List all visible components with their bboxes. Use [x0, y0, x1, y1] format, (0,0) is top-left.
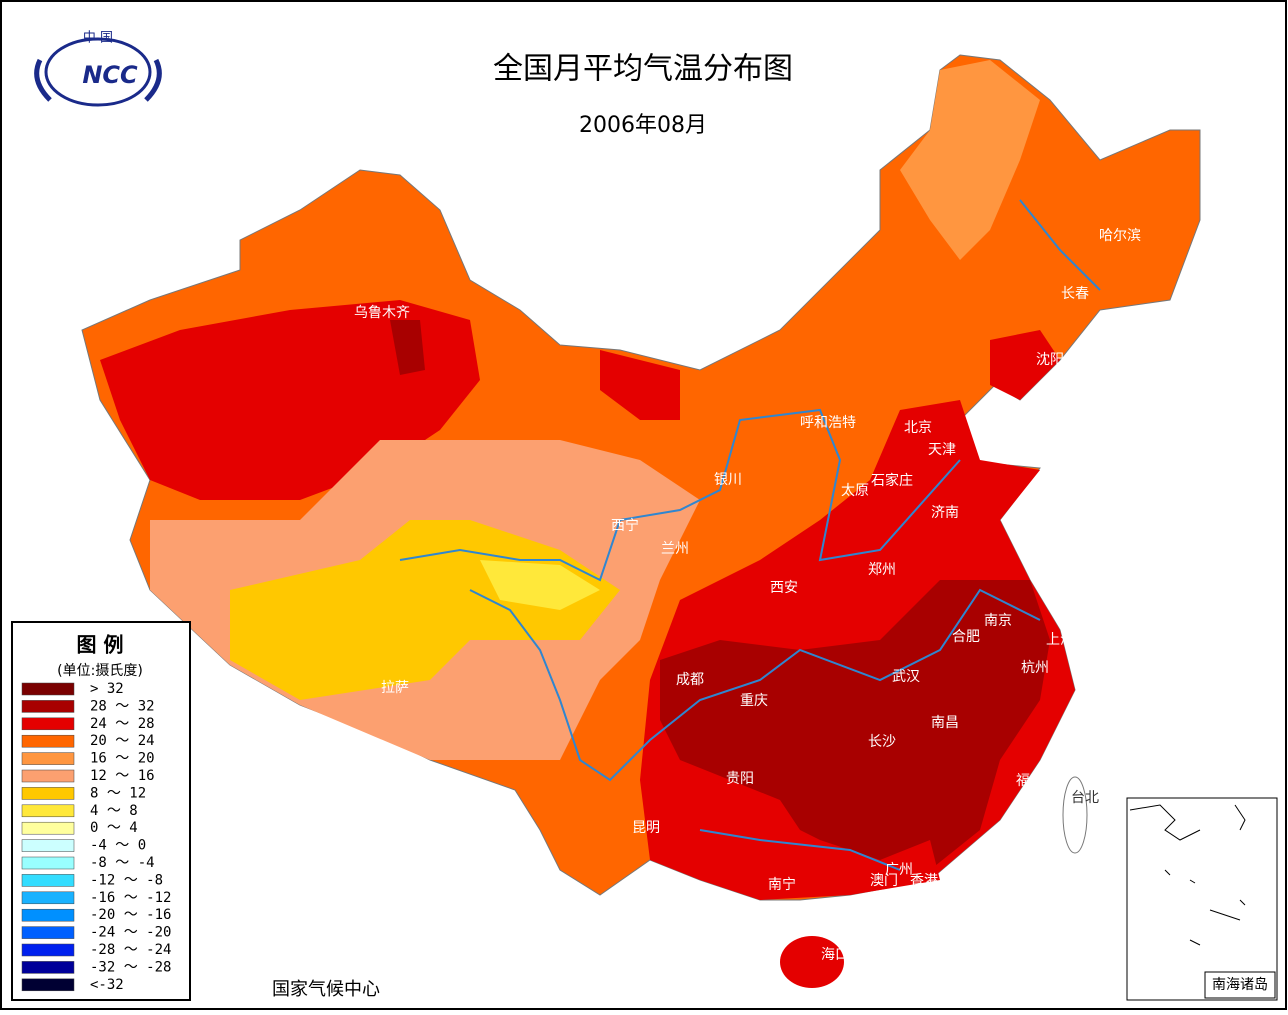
city: 南京: [984, 613, 1012, 629]
city: 广州: [885, 862, 913, 878]
city: 澳门: [870, 873, 898, 889]
city: 天津: [928, 442, 956, 458]
legend-label: -32 ～ -28: [90, 959, 171, 975]
city: 南宁: [768, 876, 796, 893]
legend-swatch: [21, 874, 75, 887]
legend-swatch: [21, 804, 75, 818]
city: 石家庄: [871, 472, 913, 489]
city: 银川: [714, 472, 742, 488]
city: 武汉: [892, 669, 920, 685]
legend-swatch: [21, 734, 75, 748]
region: [900, 60, 1040, 260]
legend-title: 图 例: [77, 633, 124, 657]
city: 南昌: [931, 715, 959, 731]
city: 重庆: [740, 693, 768, 709]
legend-swatch: [21, 891, 75, 905]
inset-box: [1126, 797, 1278, 1001]
legend-swatch: [21, 839, 75, 852]
temperature-map: [81, 54, 1201, 988]
legend-swatch: [21, 926, 75, 939]
legend-label: 24 ～ 28: [90, 716, 155, 732]
city: 拉萨: [381, 680, 409, 696]
legend-label: 0 ～ 4: [90, 820, 138, 836]
city: 长沙: [868, 734, 896, 750]
legend-label: 8 ～ 12: [90, 785, 146, 801]
legend-swatch: [21, 978, 75, 992]
city: 济南: [931, 505, 959, 521]
legend-swatch: [21, 700, 75, 713]
legend-unit: (单位:摄氏度): [57, 663, 143, 679]
city: 哈尔滨: [1099, 228, 1141, 244]
region: [600, 350, 680, 420]
region: [390, 320, 425, 375]
legend-label: 4 ～ 8: [90, 803, 138, 819]
legend-label: 16 ～ 20: [90, 751, 155, 767]
city: 呼和浩特: [800, 415, 856, 431]
legend-label: 12 ～ 16: [90, 768, 155, 784]
legend-label: -28 ～ -24: [90, 942, 171, 958]
legend-swatch: [21, 769, 75, 783]
legend-swatch: [21, 943, 75, 957]
legend-label: > 32: [90, 681, 124, 697]
legend-swatch: [21, 821, 75, 835]
city: 上海: [1046, 632, 1074, 648]
city: 成都: [676, 672, 704, 688]
city-labels: 乌鲁木齐 哈尔滨 长春 沈阳 北京 天津 呼和浩特 石家庄 太原 济南 银川 西…: [354, 228, 1141, 963]
legend-swatch: [21, 787, 75, 800]
city: 北京: [904, 420, 932, 436]
inset-label-box: [1204, 971, 1276, 999]
legend-label: 28 ～ 32: [90, 698, 155, 714]
city: 海口: [821, 947, 849, 963]
taiwan: [1062, 776, 1088, 854]
region: [480, 560, 600, 610]
legend-label: -4 ～ 0: [90, 838, 146, 854]
region: [990, 330, 1060, 400]
legend-label: <-32: [90, 977, 124, 993]
legend-label: -12 ～ -8: [90, 872, 163, 888]
region: [660, 580, 1050, 870]
subtitle: 2006年08月: [579, 113, 707, 138]
city: 杭州: [1021, 660, 1049, 676]
city: 兰州: [661, 541, 689, 557]
legend-label: -8 ～ -4: [90, 855, 155, 871]
city: 合肥: [952, 629, 980, 645]
footer: 国家气候中心: [272, 979, 380, 1000]
legend-swatch: [21, 856, 75, 870]
city: 太原: [841, 483, 869, 499]
logo: 中 国 NCC: [34, 31, 162, 107]
legend-swatch: [21, 752, 75, 765]
city: 沈阳: [1036, 352, 1064, 368]
city: 乌鲁木齐: [354, 305, 410, 321]
legend-label: -24 ～ -20: [90, 925, 171, 941]
city: 郑州: [868, 562, 896, 578]
legend-swatch: [21, 961, 75, 974]
legend-label: -16 ～ -12: [90, 890, 171, 906]
city: 昆明: [632, 820, 660, 836]
legend-swatch: [21, 908, 75, 922]
inset-label: 南海诸岛: [1212, 977, 1268, 993]
legend-label: 20 ～ 24: [90, 733, 155, 749]
inset: 南海诸岛: [1126, 797, 1278, 1001]
legend-label: -20 ～ -16: [90, 907, 171, 923]
legend-swatch: [21, 682, 75, 696]
hainan: [780, 936, 844, 988]
city: 福州: [1016, 773, 1044, 789]
logo-top: 中 国: [83, 31, 113, 46]
logo-text: NCC: [82, 61, 138, 89]
rivers: [399, 199, 1101, 871]
city: 长春: [1061, 286, 1089, 302]
city: 西安: [770, 580, 798, 596]
city: 贵阳: [726, 771, 754, 787]
city: 台北: [1071, 790, 1099, 806]
legend-swatch: [21, 717, 75, 731]
city: 西宁: [611, 517, 639, 534]
inset-coast: [1129, 804, 1246, 946]
city: 香港: [910, 873, 938, 889]
title: 全国月平均气温分布图: [493, 52, 793, 87]
